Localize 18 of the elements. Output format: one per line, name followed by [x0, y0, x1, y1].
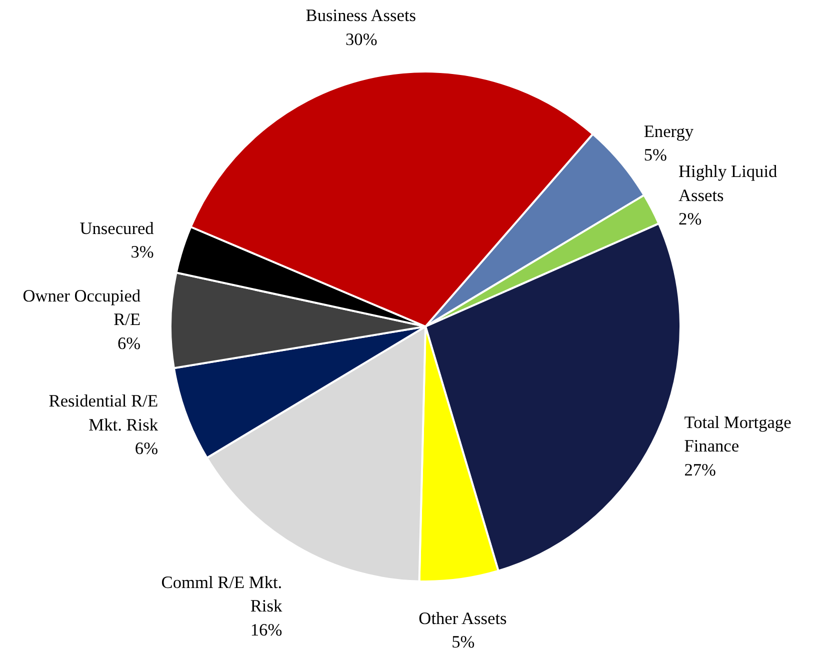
slice-label: Business Assets [306, 6, 416, 26]
slice-label: Total Mortgage Finance [684, 412, 792, 456]
data-label: 6% [117, 334, 141, 353]
slice-label: Energy [644, 122, 694, 141]
data-label: 5% [452, 632, 475, 652]
data-label: 3% [130, 242, 154, 262]
data-label: 27% [684, 460, 716, 480]
slice-label: Owner Occupied R/E [22, 286, 141, 330]
slice-label: Comml R/E Mkt. Risk [161, 572, 282, 616]
data-label: 5% [644, 146, 667, 165]
slice-label: Residential R/E Mkt. Risk [48, 392, 158, 434]
slice-label: Unsecured [80, 218, 154, 238]
slice-label: Other Assets [418, 608, 508, 628]
data-label: 2% [678, 210, 702, 229]
data-label: 6% [134, 439, 158, 458]
data-label: 16% [250, 620, 282, 640]
data-label: 30% [346, 30, 378, 49]
slice-label: Highly Liquid Assets [678, 162, 778, 205]
